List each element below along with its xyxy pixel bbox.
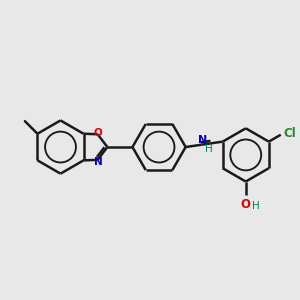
Text: H: H [205,144,213,154]
Text: N: N [198,135,207,145]
Text: O: O [94,128,103,138]
Text: H: H [252,201,260,211]
Text: N: N [94,157,103,167]
Text: Cl: Cl [284,127,296,140]
Text: O: O [241,198,251,211]
